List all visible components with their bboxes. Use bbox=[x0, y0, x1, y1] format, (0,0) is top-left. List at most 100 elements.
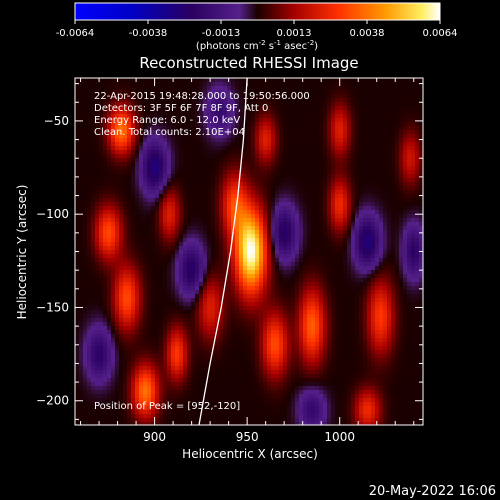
heatmap-cell bbox=[259, 110, 264, 115]
heatmap-cell bbox=[239, 278, 244, 283]
heatmap-cell bbox=[171, 218, 176, 223]
heatmap-cell bbox=[111, 82, 116, 87]
heatmap-cell bbox=[387, 82, 392, 87]
heatmap-cell bbox=[339, 126, 344, 131]
heatmap-cell bbox=[275, 162, 280, 167]
heatmap-cell bbox=[287, 202, 292, 207]
heatmap-cell bbox=[275, 230, 280, 235]
heatmap-cell bbox=[151, 214, 156, 219]
heatmap-cell bbox=[191, 110, 196, 115]
heatmap-cell bbox=[247, 122, 252, 127]
heatmap-cell bbox=[167, 226, 172, 231]
heatmap-cell bbox=[135, 298, 140, 303]
heatmap-cell bbox=[139, 254, 144, 259]
heatmap-cell bbox=[187, 94, 192, 99]
heatmap-cell bbox=[147, 146, 152, 151]
heatmap-cell bbox=[219, 238, 224, 243]
heatmap-cell bbox=[219, 150, 224, 155]
heatmap-cell bbox=[79, 126, 84, 131]
heatmap-cell bbox=[239, 170, 244, 175]
heatmap-cell bbox=[419, 274, 423, 279]
heatmap-cell bbox=[175, 114, 180, 119]
colorbar-tick-label: 0.0038 bbox=[350, 28, 385, 39]
heatmap-cell bbox=[167, 298, 172, 303]
heatmap-cell bbox=[175, 230, 180, 235]
heatmap-cell bbox=[131, 78, 136, 83]
heatmap-cell bbox=[327, 234, 332, 239]
heatmap-cell bbox=[311, 258, 316, 263]
heatmap-cell bbox=[415, 166, 420, 171]
heatmap-cell bbox=[231, 94, 236, 99]
heatmap-cell bbox=[115, 298, 120, 303]
heatmap-cell bbox=[259, 278, 264, 283]
heatmap-cell bbox=[263, 218, 268, 223]
heatmap-cell bbox=[263, 190, 268, 195]
heatmap-cell bbox=[311, 182, 316, 187]
heatmap-cell bbox=[167, 178, 172, 183]
heatmap-cell bbox=[83, 218, 88, 223]
heatmap-cell bbox=[275, 118, 280, 123]
heatmap-cell bbox=[75, 150, 80, 155]
heatmap-cell bbox=[147, 106, 152, 111]
heatmap-cell bbox=[95, 102, 100, 107]
heatmap-cell bbox=[315, 118, 320, 123]
heatmap-cell bbox=[299, 266, 304, 271]
heatmap-cell bbox=[327, 282, 332, 287]
heatmap-cell bbox=[199, 198, 204, 203]
heatmap-cell bbox=[363, 302, 368, 307]
heatmap-cell bbox=[79, 122, 84, 127]
heatmap-cell bbox=[203, 146, 208, 151]
heatmap-cell bbox=[303, 298, 308, 303]
heatmap-cell bbox=[315, 266, 320, 271]
heatmap-cell bbox=[159, 146, 164, 151]
heatmap-cell bbox=[159, 254, 164, 259]
heatmap-cell bbox=[319, 234, 324, 239]
heatmap-cell bbox=[87, 102, 92, 107]
heatmap-cell bbox=[419, 290, 423, 295]
heatmap-cell bbox=[387, 178, 392, 183]
heatmap-cell bbox=[375, 246, 380, 251]
heatmap-cell bbox=[411, 134, 416, 139]
heatmap-cell bbox=[259, 250, 264, 255]
heatmap-cell bbox=[415, 134, 420, 139]
heatmap-cell bbox=[191, 238, 196, 243]
heatmap-cell bbox=[295, 126, 300, 131]
heatmap-cell bbox=[359, 190, 364, 195]
heatmap-cell bbox=[367, 234, 372, 239]
heatmap-cell bbox=[151, 202, 156, 207]
heatmap-cell bbox=[179, 134, 184, 139]
heatmap-cell bbox=[263, 242, 268, 247]
heatmap-cell bbox=[171, 242, 176, 247]
heatmap-cell bbox=[379, 138, 384, 143]
heatmap-cell bbox=[351, 90, 356, 95]
heatmap-cell bbox=[91, 126, 96, 131]
heatmap-cell bbox=[387, 78, 392, 83]
heatmap-cell bbox=[311, 294, 316, 299]
heatmap-cell bbox=[287, 274, 292, 279]
heatmap-cell bbox=[271, 294, 276, 299]
heatmap-cell bbox=[231, 150, 236, 155]
heatmap-cell bbox=[315, 274, 320, 279]
heatmap-cell bbox=[379, 202, 384, 207]
heatmap-cell bbox=[95, 110, 100, 115]
heatmap-cell bbox=[319, 90, 324, 95]
heatmap-cell bbox=[363, 278, 368, 283]
heatmap-cell bbox=[407, 250, 412, 255]
heatmap-cell bbox=[335, 206, 340, 211]
heatmap-cell bbox=[331, 134, 336, 139]
heatmap-cell bbox=[375, 150, 380, 155]
heatmap-cell bbox=[143, 218, 148, 223]
heatmap-cell bbox=[175, 182, 180, 187]
heatmap-cell bbox=[243, 118, 248, 123]
heatmap-cell bbox=[251, 266, 256, 271]
heatmap-cell bbox=[335, 258, 340, 263]
heatmap-cell bbox=[319, 186, 324, 191]
heatmap-cell bbox=[79, 250, 84, 255]
heatmap-cell bbox=[79, 82, 84, 87]
heatmap-cell bbox=[267, 134, 272, 139]
heatmap-cell bbox=[367, 230, 372, 235]
heatmap-cell bbox=[79, 238, 84, 243]
heatmap-cell bbox=[355, 270, 360, 275]
heatmap-cell bbox=[355, 278, 360, 283]
heatmap-cell bbox=[203, 90, 208, 95]
